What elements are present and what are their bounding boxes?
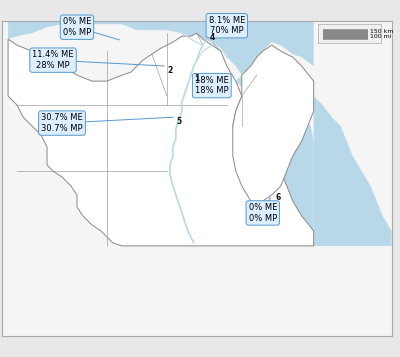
Text: 5: 5	[176, 117, 182, 126]
FancyBboxPatch shape	[318, 24, 381, 43]
Text: 18% ME
18% MP: 18% ME 18% MP	[195, 76, 229, 95]
Text: 4: 4	[209, 33, 214, 42]
Text: 6: 6	[275, 193, 280, 202]
Polygon shape	[8, 33, 314, 246]
Text: 8.1% ME
70% MP: 8.1% ME 70% MP	[209, 16, 245, 35]
Text: 2: 2	[167, 66, 172, 75]
Text: 100 mi: 100 mi	[370, 34, 392, 39]
Text: 0% ME
0% MP: 0% ME 0% MP	[248, 203, 277, 223]
Polygon shape	[314, 96, 392, 246]
Text: 1: 1	[194, 74, 200, 82]
Polygon shape	[233, 75, 314, 246]
Text: 0% ME
0% MP: 0% ME 0% MP	[63, 17, 91, 37]
Text: 11.4% ME
28% MP: 11.4% ME 28% MP	[32, 50, 74, 70]
Text: 30.7% ME
30.7% MP: 30.7% ME 30.7% MP	[41, 114, 83, 133]
Polygon shape	[233, 45, 314, 216]
Polygon shape	[8, 21, 314, 75]
Text: 150 km: 150 km	[370, 29, 394, 34]
